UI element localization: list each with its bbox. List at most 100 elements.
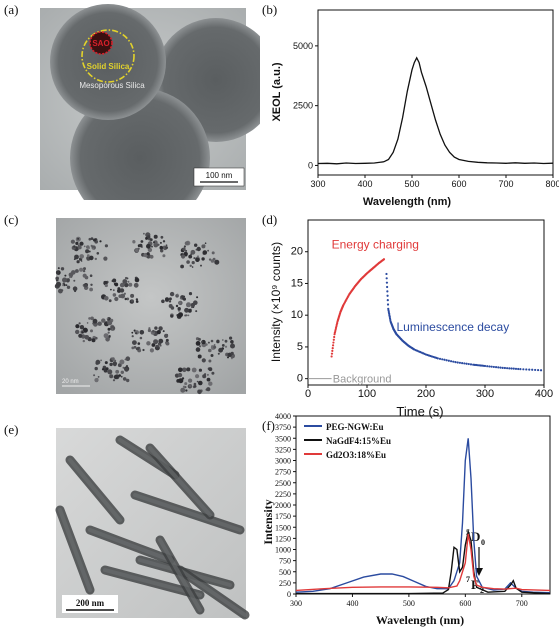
nanoparticle [211,251,215,255]
nanoparticle [135,332,138,335]
nanoparticle [206,377,211,382]
nanoparticle [168,304,173,308]
nanoparticle [224,345,228,348]
nanoparticle [107,327,111,331]
chart-f-ylabel: Intensity [261,499,275,544]
nanoparticle [88,237,92,241]
nanoparticle [101,318,106,323]
scalebar-label: 100 nm [206,171,233,180]
x-tick-label: 300 [290,599,302,608]
nanoparticle [204,242,207,244]
nanorod-core [88,528,172,562]
panel-c: (c) 20 nm [4,212,246,395]
nanoparticle [76,260,80,264]
nanoparticle [122,366,125,369]
nanorod-core [133,493,242,532]
nanoparticle [122,377,127,381]
arrow-head-icon [475,568,483,576]
lower-level-sup: 7 [466,575,470,584]
data-point [514,367,518,370]
tem-image-a: SAO Solid Silica Mesoporous Silica 100 n… [40,4,260,200]
energy-charging-label: Energy charging [332,238,419,252]
luminescence-decay-label: Luminescence decay [397,320,510,334]
background-label: Background [333,374,392,386]
nanoparticle [131,335,134,338]
nanoparticle [120,375,123,378]
nanoparticle [108,335,111,338]
spectrum-line [295,533,551,592]
nanoparticle [165,338,169,342]
nanoparticle [149,348,154,353]
y-tick-label: 3500 [275,434,291,443]
nanoparticle [186,367,191,372]
nanoparticle [182,367,187,373]
data-point [330,352,334,355]
nanoparticle [146,243,151,249]
nanoparticle [77,238,79,240]
x-tick-label: 800 [545,179,559,189]
nanoparticle [133,345,137,349]
data-point [332,341,335,344]
nanoparticle [221,339,224,341]
data-point [506,367,509,370]
nanoparticle [190,249,196,255]
chart-b-ylabel: XEOL (a.u.) [271,62,283,121]
nanoparticle [86,322,89,324]
data-point [385,272,388,276]
nanoparticle [124,276,128,280]
nanoparticle [130,299,134,303]
nanoparticle [90,316,94,321]
chart-f: (f) Intensity Wavelength (nm) 5 D 0 7 F … [261,412,551,627]
nanoparticle [190,253,193,256]
nanoparticle [94,257,98,261]
nanoparticle [122,279,128,284]
nanoparticle [127,280,130,283]
nanoparticle [75,324,80,329]
nanoparticle [119,288,125,293]
data-point [386,299,389,302]
nanoparticle [140,240,144,243]
nanoparticle [75,241,79,245]
nanoparticle [204,373,206,376]
nanoparticle [196,296,199,299]
nanoparticle [135,298,139,301]
data-point [447,359,450,362]
nanoparticle [84,284,88,288]
nanoparticle [131,331,134,334]
nanoparticle [108,299,112,303]
data-point [510,367,513,370]
nanoparticle [86,254,90,258]
nanoparticle [95,359,101,365]
nanoparticle [105,367,109,371]
nanoparticle [143,232,145,235]
nanoparticle [201,257,205,261]
solid-silica-label: Solid Silica [87,62,130,71]
nanoparticle [131,346,135,350]
data-point [331,347,334,350]
nanoparticle [69,276,71,278]
nanoparticle [89,287,93,292]
nanoparticle [162,254,166,258]
nanoparticle [213,344,216,346]
nanoparticle [151,343,156,347]
nanoparticle [208,367,213,372]
nanoparticle [201,340,203,343]
nanoparticle [193,300,198,305]
data-point [519,368,522,371]
nanoparticle [198,368,202,372]
nanoparticle [147,235,151,239]
nanoparticle [149,254,154,259]
spectrum-line [295,438,551,594]
nanoparticle [71,270,76,275]
data-point [537,368,540,372]
data-point [463,362,466,365]
upper-level-sub: 0 [481,538,485,547]
nanoparticle [137,342,141,345]
nanoparticle [85,249,90,254]
data-point [386,303,390,306]
nanoparticle [124,358,127,361]
nanoparticle [195,374,200,379]
data-point [483,364,487,368]
nanoparticle [219,348,223,352]
nanoparticle [186,260,190,264]
